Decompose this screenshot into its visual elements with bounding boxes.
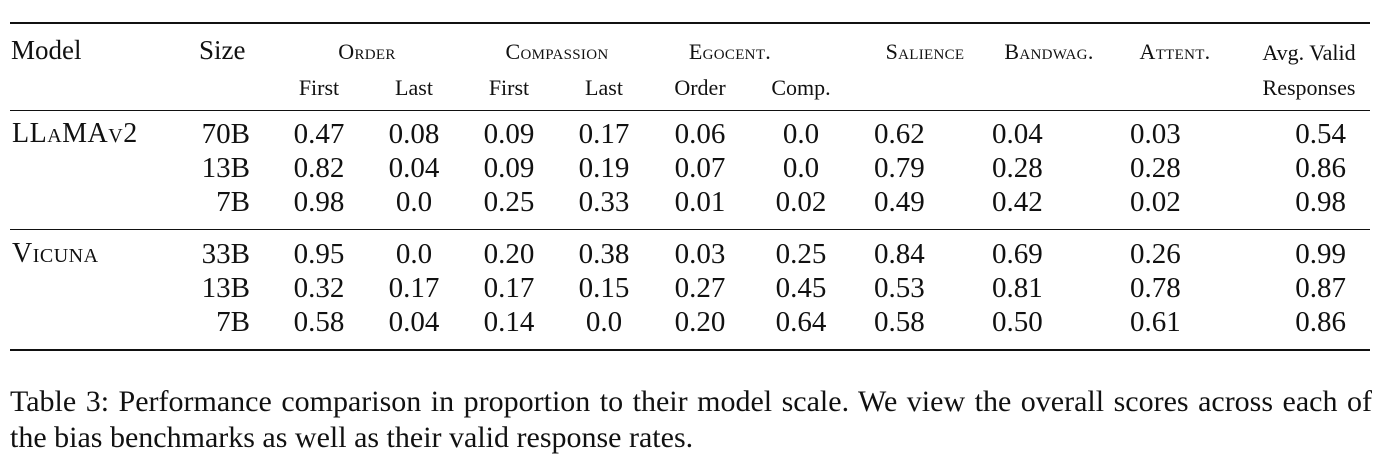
table-cell: 0.14 (483, 306, 535, 338)
model-size-cell: 13B (201, 152, 250, 184)
header-valid-line2: Responses (1262, 75, 1356, 100)
table-cell: 0.0 (585, 306, 623, 338)
table-cell: 0.53 (874, 272, 925, 304)
subheader-egocent-order: Order (674, 75, 726, 100)
table-cell: 0.03 (674, 238, 726, 270)
table-cell: 0.47 (293, 118, 345, 150)
table-cell: 0.06 (674, 118, 726, 150)
table-cell: 0.20 (674, 306, 726, 338)
bottom-rule (10, 349, 1370, 351)
table-cell: 0.04 (388, 152, 440, 184)
header-rule (10, 110, 1370, 112)
table-cell: 0.32 (293, 272, 345, 304)
table-cell: 0.50 (992, 306, 1043, 338)
table-cell: 0.28 (1130, 152, 1181, 184)
table-cell: 0.28 (992, 152, 1043, 184)
header-bandwag: Bandwag. (1004, 39, 1094, 64)
table-cell: 0.61 (1130, 306, 1181, 338)
model-size-cell: 33B (201, 238, 250, 270)
table-cell: 0.99 (1295, 238, 1346, 270)
table-cell: 0.09 (483, 152, 535, 184)
header-egocent: Egocent. (688, 39, 772, 64)
table-cell: 0.04 (992, 118, 1043, 150)
table-cell: 0.78 (1130, 272, 1181, 304)
header-size: Size (199, 35, 246, 65)
top-rule (10, 22, 1370, 24)
table-cell: 0.87 (1295, 272, 1346, 304)
table-cell: 0.98 (293, 186, 345, 218)
table-cell: 0.25 (775, 238, 827, 270)
header-model: Model (11, 35, 82, 65)
model-name: Vicuna (12, 238, 99, 269)
table-cell: 0.64 (775, 306, 827, 338)
table-cell: 0.09 (483, 118, 535, 150)
header-order: Order (338, 39, 396, 64)
table-cell: 0.26 (1130, 238, 1181, 270)
table-cell: 0.02 (1130, 186, 1181, 218)
table-cell: 0.95 (293, 238, 345, 270)
table-cell: 0.42 (992, 186, 1043, 218)
table-cell: 0.69 (992, 238, 1043, 270)
subheader-order-first: First (298, 75, 340, 100)
model-size-cell: 70B (201, 118, 250, 150)
table-cell: 0.98 (1295, 186, 1346, 218)
table-cell: 0.86 (1295, 152, 1346, 184)
header-valid-line1: Avg. Valid (1262, 40, 1356, 65)
table-cell: 0.01 (674, 186, 726, 218)
table-cell: 0.17 (483, 272, 535, 304)
table-cell: 0.58 (874, 306, 925, 338)
table-cell: 0.03 (1130, 118, 1181, 150)
table-cell: 0.02 (775, 186, 827, 218)
table-cell: 0.0 (395, 238, 433, 270)
table-cell: 0.04 (388, 306, 440, 338)
table-cell: 0.58 (293, 306, 345, 338)
table-cell: 0.15 (578, 272, 630, 304)
subheader-order-last: Last (395, 75, 433, 100)
table-cell: 0.17 (578, 118, 630, 150)
model-size-cell: 7B (216, 306, 250, 338)
table-cell: 0.0 (395, 186, 433, 218)
table-cell: 0.49 (874, 186, 925, 218)
table-cell: 0.0 (782, 152, 820, 184)
table-cell: 0.07 (674, 152, 726, 184)
subheader-egocent-comp: Comp. (771, 75, 831, 100)
table-cell: 0.0 (782, 118, 820, 150)
group-rule (10, 229, 1370, 231)
header-compassion: Compassion (505, 39, 609, 64)
model-size-cell: 13B (201, 272, 250, 304)
table-cell: 0.19 (578, 152, 630, 184)
table-cell: 0.84 (874, 238, 925, 270)
table-cell: 0.20 (483, 238, 535, 270)
table-cell: 0.38 (578, 238, 630, 270)
header-attent: Attent. (1139, 39, 1211, 64)
table-cell: 0.81 (992, 272, 1043, 304)
subheader-compassion-last: Last (585, 75, 623, 100)
table-cell: 0.17 (388, 272, 440, 304)
table-cell: 0.25 (483, 186, 535, 218)
header-salience: Salience (885, 39, 965, 64)
model-name: LLaMAv2 (12, 118, 138, 149)
table-cell: 0.08 (388, 118, 440, 150)
table-caption: Table 3: Performance comparison in propo… (10, 385, 1372, 454)
table-cell: 0.79 (874, 152, 925, 184)
subheader-compassion-first: First (488, 75, 530, 100)
table-cell: 0.82 (293, 152, 345, 184)
table-cell: 0.45 (775, 272, 827, 304)
table-cell: 0.62 (874, 118, 925, 150)
table-cell: 0.33 (578, 186, 630, 218)
table-cell: 0.86 (1295, 306, 1346, 338)
table-cell: 0.54 (1295, 118, 1346, 150)
table-cell: 0.27 (674, 272, 726, 304)
model-size-cell: 7B (216, 186, 250, 218)
